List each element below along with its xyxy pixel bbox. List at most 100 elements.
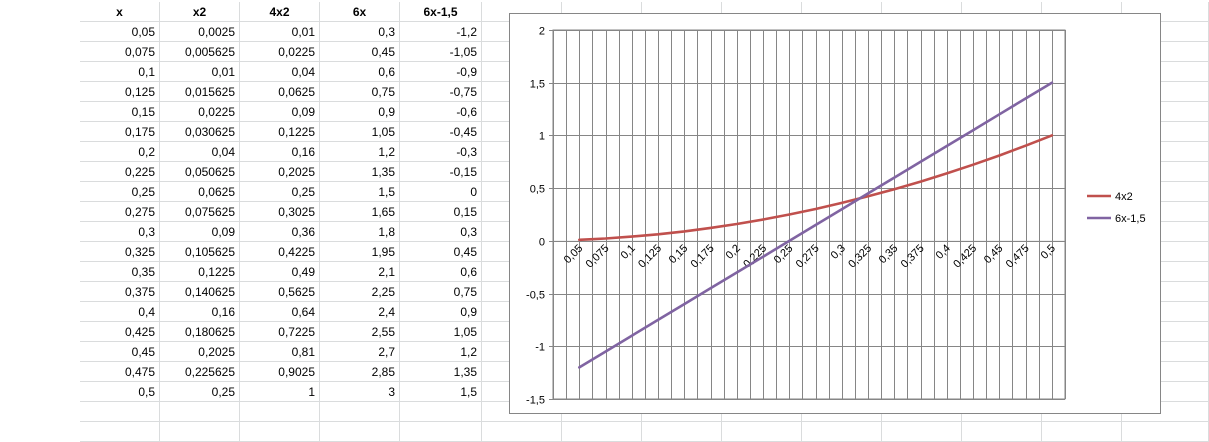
table-cell[interactable]: -0,45 [400,122,482,142]
table-cell[interactable]: 0,1225 [240,122,320,142]
table-cell[interactable]: 0,3 [80,222,160,242]
table-cell[interactable]: 0,005625 [160,42,240,62]
column-header[interactable]: x2 [160,2,240,22]
empty-cell[interactable] [320,402,400,422]
table-cell[interactable]: 1,05 [320,122,400,142]
table-cell[interactable]: 0,030625 [160,122,240,142]
table-cell[interactable]: -0,3 [400,142,482,162]
empty-cell[interactable] [160,422,240,442]
table-cell[interactable]: 0,075 [80,42,160,62]
table-cell[interactable]: -1,05 [400,42,482,62]
table-cell[interactable]: 0,225 [80,162,160,182]
table-cell[interactable]: 0,1 [80,62,160,82]
table-cell[interactable]: 0,9 [320,102,400,122]
table-cell[interactable]: 2,25 [320,282,400,302]
empty-cell[interactable] [80,402,160,422]
table-cell[interactable]: 2,55 [320,322,400,342]
table-cell[interactable]: 0,3025 [240,202,320,222]
table-cell[interactable]: 0,01 [240,22,320,42]
table-cell[interactable]: -0,9 [400,62,482,82]
table-cell[interactable]: 1,2 [320,142,400,162]
empty-cell[interactable] [400,402,482,422]
table-cell[interactable]: 0,0625 [160,182,240,202]
table-cell[interactable]: 0,05 [80,22,160,42]
empty-cell[interactable] [240,402,320,422]
table-cell[interactable]: 0,7225 [240,322,320,342]
table-cell[interactable]: 0,04 [240,62,320,82]
table-cell[interactable]: 0,015625 [160,82,240,102]
table-cell[interactable]: 0,140625 [160,282,240,302]
table-cell[interactable]: 0,45 [80,342,160,362]
table-cell[interactable]: 0,01 [160,62,240,82]
table-cell[interactable]: 1,05 [400,322,482,342]
table-cell[interactable]: 0,6 [320,62,400,82]
table-cell[interactable]: 0,1225 [160,262,240,282]
table-cell[interactable]: 0,4225 [240,242,320,262]
table-cell[interactable]: 0,3 [320,22,400,42]
column-header[interactable]: 6x [320,2,400,22]
table-cell[interactable]: 0,45 [320,42,400,62]
table-cell[interactable]: 0,9025 [240,362,320,382]
table-cell[interactable]: 0 [400,182,482,202]
table-cell[interactable]: 0,0625 [240,82,320,102]
empty-cell[interactable] [562,422,642,442]
table-cell[interactable]: 0,4 [80,302,160,322]
table-cell[interactable]: 0,45 [400,242,482,262]
table-cell[interactable]: -1,2 [400,22,482,42]
empty-cell[interactable] [882,422,962,442]
column-header[interactable]: 4x2 [240,2,320,22]
table-cell[interactable]: 0,075625 [160,202,240,222]
empty-cell[interactable] [1122,422,1209,442]
table-cell[interactable]: 0,15 [400,202,482,222]
table-cell[interactable]: 1,2 [400,342,482,362]
table-cell[interactable]: 1,95 [320,242,400,262]
table-cell[interactable]: 1,35 [400,362,482,382]
table-cell[interactable]: 1,5 [400,382,482,402]
table-cell[interactable]: 0,2025 [240,162,320,182]
table-cell[interactable]: 0,325 [80,242,160,262]
table-cell[interactable]: 0,75 [320,82,400,102]
table-cell[interactable]: 0,3 [400,222,482,242]
table-cell[interactable]: 0,36 [240,222,320,242]
empty-cell[interactable] [160,402,240,422]
table-cell[interactable]: 0,75 [400,282,482,302]
table-cell[interactable]: 0,425 [80,322,160,342]
table-cell[interactable]: 0,49 [240,262,320,282]
table-cell[interactable]: 0,15 [80,102,160,122]
table-cell[interactable]: 3 [320,382,400,402]
line-chart[interactable]: 21,510,50-0,5-1-1,50,050,075 0,10,125 0,15… [509,13,1161,414]
empty-cell[interactable] [320,422,400,442]
table-cell[interactable]: 0,105625 [160,242,240,262]
table-cell[interactable]: 0,81 [240,342,320,362]
table-cell[interactable]: 0,64 [240,302,320,322]
table-cell[interactable]: 0,35 [80,262,160,282]
empty-cell[interactable] [400,422,482,442]
table-cell[interactable]: 0,475 [80,362,160,382]
table-cell[interactable]: 0,04 [160,142,240,162]
table-cell[interactable]: 1,8 [320,222,400,242]
table-cell[interactable]: 0,225625 [160,362,240,382]
table-cell[interactable]: 0,125 [80,82,160,102]
table-cell[interactable]: 0,275 [80,202,160,222]
table-cell[interactable]: -0,75 [400,82,482,102]
table-cell[interactable]: 0,5625 [240,282,320,302]
empty-cell[interactable] [80,422,160,442]
table-cell[interactable]: 0,175 [80,122,160,142]
table-cell[interactable]: -0,6 [400,102,482,122]
empty-cell[interactable] [962,422,1042,442]
table-cell[interactable]: 0,16 [240,142,320,162]
table-cell[interactable]: 2,7 [320,342,400,362]
table-cell[interactable]: 0,2025 [160,342,240,362]
table-cell[interactable]: 0,0025 [160,22,240,42]
empty-cell[interactable] [802,422,882,442]
table-cell[interactable]: 0,9 [400,302,482,322]
table-cell[interactable]: 0,25 [160,382,240,402]
table-cell[interactable]: 0,050625 [160,162,240,182]
table-cell[interactable]: 0,375 [80,282,160,302]
table-cell[interactable]: 0,09 [160,222,240,242]
column-header[interactable]: 6x-1,5 [400,2,482,22]
table-cell[interactable]: 0,6 [400,262,482,282]
column-header[interactable]: x [80,2,160,22]
table-cell[interactable]: 0,2 [80,142,160,162]
table-cell[interactable]: 0,09 [240,102,320,122]
